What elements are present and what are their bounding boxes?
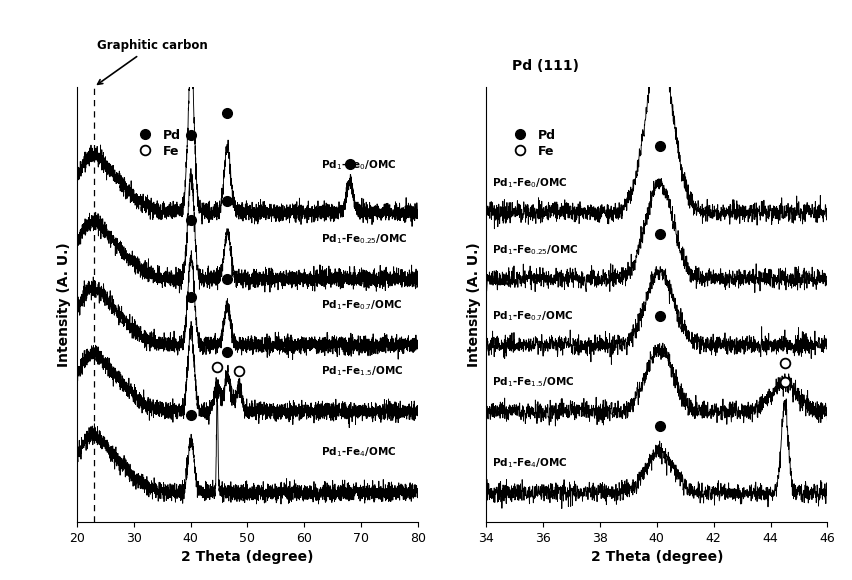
Legend: Pd, Fe: Pd, Fe (502, 124, 560, 163)
Text: Pd$_1$-Fe$_0$/OMC: Pd$_1$-Fe$_0$/OMC (492, 176, 567, 190)
Y-axis label: Intensity (A. U.): Intensity (A. U.) (466, 242, 480, 367)
Text: Pd$_1$-Fe$_{1.5}$/OMC: Pd$_1$-Fe$_{1.5}$/OMC (321, 364, 403, 378)
Text: Pd$_1$-Fe$_0$/OMC: Pd$_1$-Fe$_0$/OMC (321, 158, 396, 172)
Text: Pd$_1$-Fe$_{0.7}$/OMC: Pd$_1$-Fe$_{0.7}$/OMC (321, 298, 403, 312)
Text: Pd (111): Pd (111) (511, 59, 579, 72)
Text: Pd$_1$-Fe$_{0.25}$/OMC: Pd$_1$-Fe$_{0.25}$/OMC (321, 232, 407, 245)
X-axis label: 2 Theta (degree): 2 Theta (degree) (590, 550, 722, 564)
Text: Pd$_1$-Fe$_{0.25}$/OMC: Pd$_1$-Fe$_{0.25}$/OMC (492, 243, 578, 256)
Text: Pd$_1$-Fe$_{1.5}$/OMC: Pd$_1$-Fe$_{1.5}$/OMC (492, 375, 573, 389)
Text: Pd$_1$-Fe$_{0.7}$/OMC: Pd$_1$-Fe$_{0.7}$/OMC (492, 309, 573, 323)
X-axis label: 2 Theta (degree): 2 Theta (degree) (181, 550, 314, 564)
Y-axis label: Intensity (A. U.): Intensity (A. U.) (57, 242, 71, 367)
Legend: Pd, Fe: Pd, Fe (127, 124, 185, 163)
Text: Pd$_1$-Fe$_4$/OMC: Pd$_1$-Fe$_4$/OMC (321, 445, 396, 459)
Text: Graphitic carbon: Graphitic carbon (96, 39, 207, 84)
Text: Pd$_1$-Fe$_4$/OMC: Pd$_1$-Fe$_4$/OMC (492, 456, 567, 470)
